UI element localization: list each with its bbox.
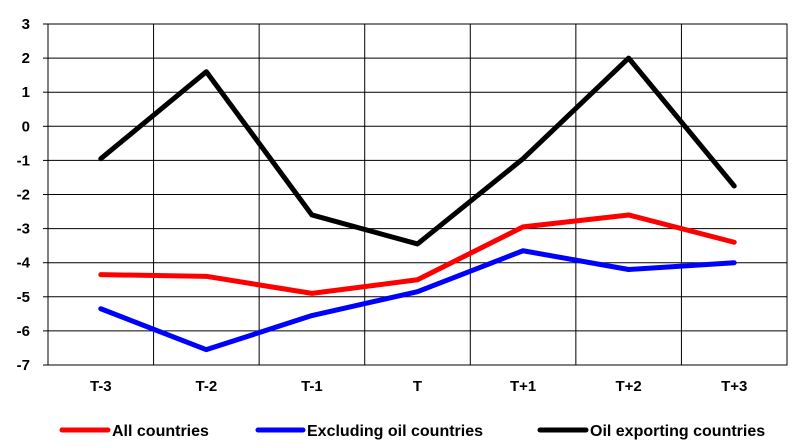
y-tick-label: 3 [22,16,30,33]
x-tick-label: T+1 [510,378,536,395]
y-tick-label: -2 [17,187,30,204]
x-tick-label: T+2 [616,378,642,395]
y-tick-label: -7 [17,357,30,374]
series-lines [101,58,735,350]
x-tick-label: T-1 [301,378,323,395]
x-tick-label: T+3 [721,378,747,395]
legend: All countries Excluding oil countries Oil … [62,423,765,440]
legend-label: Oil exporting countries [590,423,765,440]
y-tick-label: -5 [17,289,30,306]
y-tick-label: -4 [17,255,31,272]
legend-label: All countries [112,423,209,440]
y-tick-label: 1 [22,84,30,101]
y-tick-label: 2 [22,50,30,67]
x-tick-label: T-3 [90,378,112,395]
legend-label: Excluding oil countries [307,423,483,440]
y-tick-label: -3 [17,221,30,238]
x-tick-label: T [413,378,422,395]
y-tick-label: -6 [17,323,30,340]
y-tick-label: 0 [22,118,30,135]
series-line-1 [101,215,734,293]
x-tick-label: T-2 [196,378,218,395]
y-tick-label: -1 [17,152,30,169]
series-line-2 [101,251,734,350]
grid [48,24,787,365]
